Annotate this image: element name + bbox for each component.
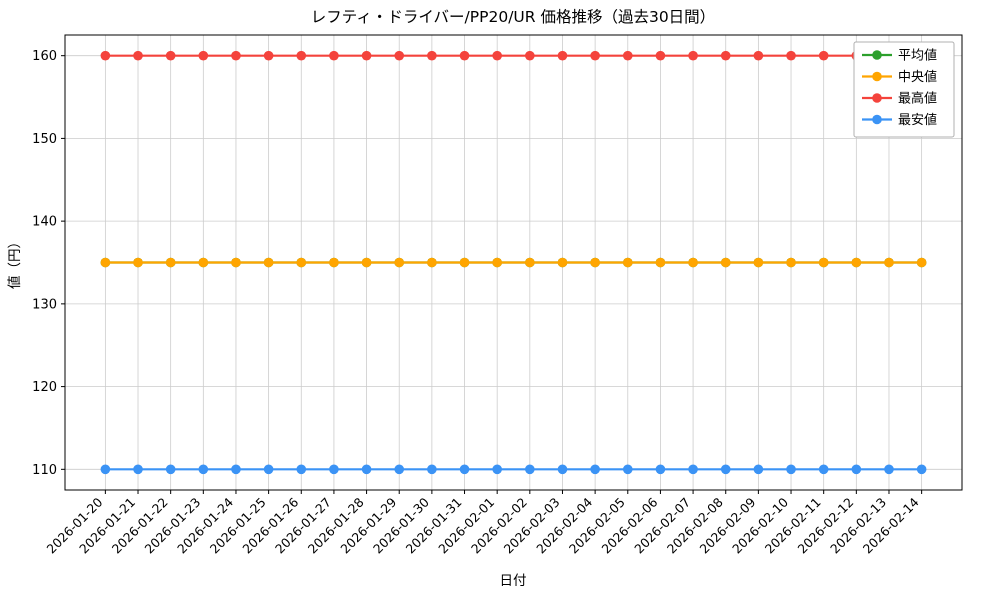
legend-marker [872,50,882,60]
data-point [198,257,209,268]
data-point [133,50,143,61]
data-point [622,50,633,61]
series-group [100,50,927,475]
data-point [329,257,339,268]
data-point [753,257,764,268]
legend-marker [872,114,882,125]
data-point [492,464,502,475]
data-point [427,464,437,475]
legend-marker [872,71,882,82]
data-point [198,464,209,475]
data-point [720,257,731,268]
data-point [818,257,829,268]
data-point [884,464,894,475]
y-tick-label: 110 [32,463,57,478]
y-tick-label: 130 [32,297,57,312]
data-point [622,464,633,475]
data-point [916,464,927,475]
data-point [459,257,470,268]
data-point [818,464,829,475]
data-point [590,464,600,475]
data-point [753,464,764,475]
data-point [525,50,535,61]
data-point [622,257,633,268]
y-tick-label: 150 [32,132,57,147]
data-point [165,464,176,475]
data-point [263,464,274,475]
data-point [655,50,666,61]
data-point [818,50,829,61]
data-point [296,464,307,475]
data-point [655,464,666,475]
data-point [361,464,372,475]
data-point [459,464,470,475]
data-point [133,257,143,268]
y-tick-label: 120 [32,380,57,395]
data-point [198,50,209,61]
y-tick-label: 140 [32,215,57,230]
data-point [786,257,796,268]
legend-label: 最安値 [898,112,937,128]
data-point [459,50,470,61]
data-point [165,257,176,268]
legend-marker [872,93,882,103]
data-point [165,50,176,61]
data-point [100,464,111,475]
data-point [394,464,405,475]
data-point [231,257,241,268]
data-point [688,50,698,61]
data-point [851,257,862,268]
data-point [361,257,372,268]
data-point [557,50,568,61]
data-point [786,50,796,61]
plot-border [64,34,963,491]
data-point [884,257,894,268]
data-point [557,257,568,268]
data-point [525,257,535,268]
data-point [133,464,143,475]
data-point [786,464,796,475]
data-point [394,257,405,268]
data-point [263,257,274,268]
x-axis-label: 日付 [500,573,527,589]
data-point [590,50,600,61]
data-point [720,464,731,475]
data-point [100,50,111,61]
data-point [525,464,535,475]
data-point [720,50,731,61]
legend-label: 平均値 [898,48,937,64]
data-point [851,464,862,475]
data-point [753,50,764,61]
data-point [329,50,339,61]
data-point [916,257,927,268]
y-tick-label: 160 [32,49,57,64]
data-point [329,464,339,475]
data-point [361,50,372,61]
data-point [231,50,241,61]
data-point [296,257,307,268]
data-point [427,50,437,61]
data-point [231,464,241,475]
y-axis-label: 値（円） [7,235,23,289]
data-point [492,50,502,61]
data-point [688,257,698,268]
chart-title: レフティ・ドライバー/PP20/UR 価格推移（過去30日間） [311,8,715,26]
data-point [427,257,437,268]
legend-label: 中央値 [898,69,937,85]
data-point [590,257,600,268]
data-point [492,257,502,268]
data-point [394,50,405,61]
legend-box [853,41,955,138]
data-point [688,464,698,475]
legend-label: 最高値 [898,91,937,107]
data-point [557,464,568,475]
data-point [296,50,307,61]
data-point [655,257,666,268]
data-point [263,50,274,61]
data-point [100,257,111,268]
